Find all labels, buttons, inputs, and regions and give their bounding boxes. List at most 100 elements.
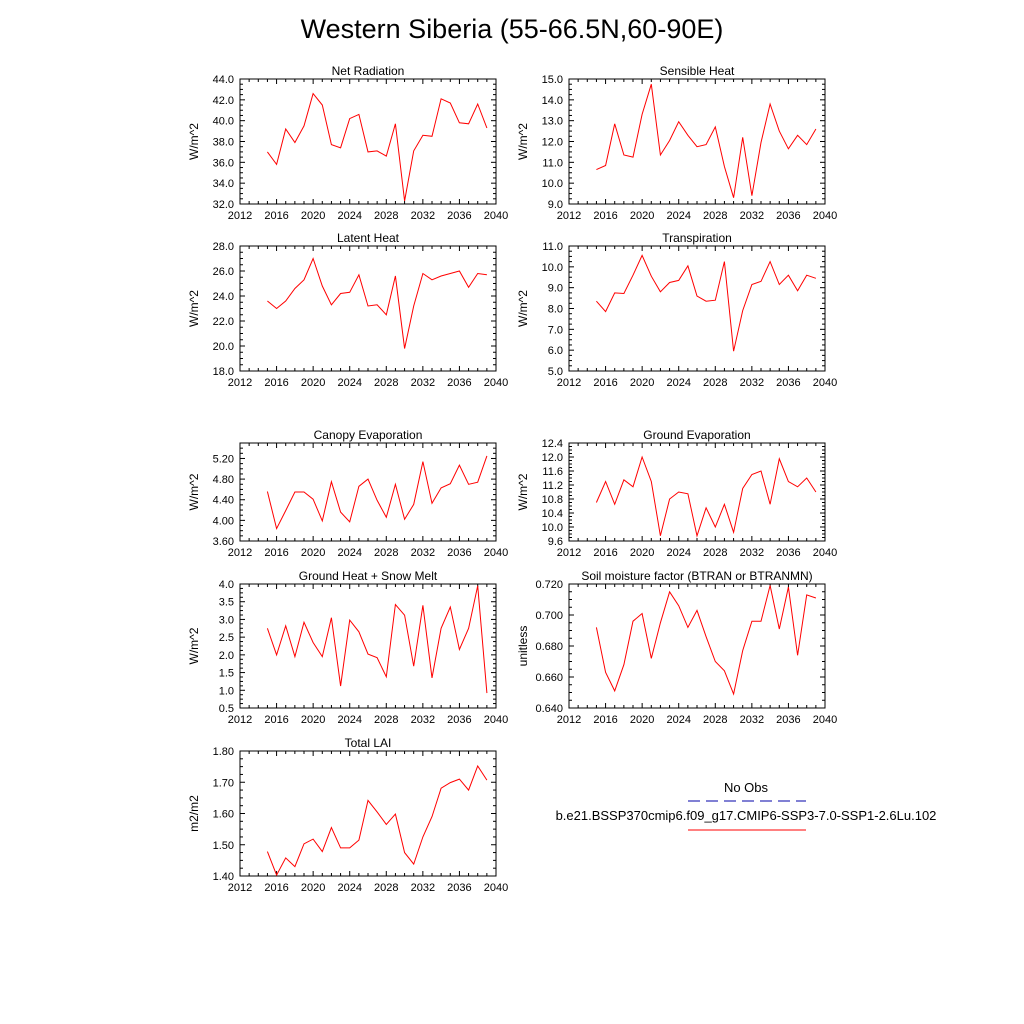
x-tick-label: 2028 — [374, 882, 398, 894]
x-tick-label: 2032 — [411, 882, 435, 894]
y-tick-label: 13.0 — [542, 116, 563, 128]
x-tick-label: 2028 — [703, 714, 727, 726]
x-tick-label: 2032 — [740, 547, 764, 559]
y-tick-label: 8.0 — [548, 304, 563, 316]
y-tick-label: 9.6 — [548, 536, 563, 548]
y-tick-label: 20.0 — [213, 341, 234, 353]
y-tick-label: 44.0 — [213, 74, 234, 86]
x-tick-label: 2012 — [557, 210, 581, 222]
y-axis-label: W/m^2 — [187, 123, 201, 160]
panel-2: Sensible Heat W/m^2 2012 2016 2020 2024 2028 20… — [516, 64, 837, 222]
x-tick-label: 2036 — [776, 210, 800, 222]
plot-frame — [239, 245, 497, 372]
y-tick-label: 0.720 — [535, 579, 563, 591]
x-tick-label: 2020 — [301, 210, 325, 222]
x-tick-label: 2032 — [411, 547, 435, 559]
panel-6: Ground Evaporation W/m^2 2012 2016 2020 2024 2… — [516, 428, 837, 559]
x-tick-label: 2016 — [593, 547, 617, 559]
x-tick-label: 2012 — [557, 377, 581, 389]
x-tick-label: 2040 — [484, 547, 508, 559]
x-tick-label: 2040 — [813, 714, 837, 726]
y-tick-label: 9.0 — [548, 283, 563, 295]
y-tick-label: 10.0 — [542, 522, 563, 534]
x-tick-label: 2020 — [301, 377, 325, 389]
y-tick-label: 1.70 — [213, 777, 234, 789]
series-line — [595, 455, 817, 538]
figure-title: Western Siberia (55-66.5N,60-90E) — [300, 14, 724, 44]
x-tick-label: 2036 — [447, 714, 471, 726]
y-tick-label: 3.0 — [219, 614, 234, 626]
y-tick-label: 15.0 — [542, 74, 563, 86]
y-tick-label: 3.5 — [219, 597, 234, 609]
panel-title: Transpiration — [662, 231, 732, 245]
plot-frame — [239, 583, 497, 709]
y-tick-label: 22.0 — [213, 316, 234, 328]
x-tick-label: 2040 — [484, 210, 508, 222]
panel-title: Sensible Heat — [660, 64, 735, 78]
x-tick-label: 2032 — [411, 714, 435, 726]
y-tick-label: 1.0 — [219, 685, 234, 697]
x-tick-label: 2016 — [593, 377, 617, 389]
x-tick-label: 2024 — [337, 377, 361, 389]
y-tick-label: 4.00 — [213, 515, 234, 527]
x-tick-label: 2020 — [630, 210, 654, 222]
x-tick-label: 2016 — [264, 547, 288, 559]
x-tick-label: 2012 — [557, 547, 581, 559]
panel-3: Latent Heat W/m^2 2012 2016 2020 2024 2028 2032… — [187, 231, 508, 389]
series-line — [266, 585, 488, 694]
x-tick-label: 2016 — [264, 714, 288, 726]
y-tick-label: 10.0 — [542, 262, 563, 274]
x-tick-label: 2012 — [557, 714, 581, 726]
y-tick-label: 3.60 — [213, 536, 234, 548]
x-tick-label: 2028 — [374, 377, 398, 389]
panel-1: Net Radiation W/m^2 2012 2016 2020 2024 2028 20… — [187, 64, 508, 222]
y-tick-label: 0.700 — [535, 610, 563, 622]
plot-frame — [568, 78, 826, 205]
y-tick-label: 7.0 — [548, 324, 563, 336]
x-tick-label: 2024 — [337, 882, 361, 894]
y-tick-label: 11.2 — [542, 480, 563, 492]
x-tick-label: 2016 — [593, 714, 617, 726]
series-line — [596, 84, 817, 198]
series-line — [595, 585, 817, 696]
y-tick-label: 0.640 — [535, 703, 563, 715]
y-tick-label: 24.0 — [213, 291, 234, 303]
x-tick-label: 2040 — [813, 547, 837, 559]
legend-obs-label: No Obs — [724, 780, 769, 795]
x-tick-label: 2028 — [374, 210, 398, 222]
x-tick-label: 2040 — [484, 882, 508, 894]
x-tick-label: 2020 — [630, 714, 654, 726]
y-axis-label: W/m^2 — [187, 290, 201, 327]
y-tick-label: 12.0 — [542, 452, 563, 464]
x-tick-label: 2036 — [447, 210, 471, 222]
y-tick-label: 38.0 — [213, 137, 234, 149]
x-tick-label: 2040 — [484, 714, 508, 726]
x-tick-label: 2016 — [264, 882, 288, 894]
y-tick-label: 42.0 — [213, 95, 234, 107]
x-tick-label: 2012 — [228, 714, 252, 726]
x-tick-label: 2020 — [301, 714, 325, 726]
panel-9: Total LAI m2/m2 2012 2016 2020 2024 2028 2032 20… — [187, 736, 508, 894]
y-tick-label: 5.0 — [548, 366, 563, 378]
panels-group: Net Radiation W/m^2 2012 2016 2020 2024 2028 20… — [187, 64, 837, 894]
y-tick-label: 11.6 — [542, 466, 563, 478]
x-tick-label: 2040 — [813, 377, 837, 389]
y-tick-label: 4.40 — [213, 495, 234, 507]
panel-title: Soil moisture factor (BTRAN or BTRANMN) — [581, 569, 812, 583]
x-tick-label: 2012 — [228, 210, 252, 222]
x-tick-label: 2012 — [228, 547, 252, 559]
panel-title: Canopy Evaporation — [314, 428, 423, 442]
y-tick-label: 10.8 — [542, 494, 563, 506]
y-axis-label: unitless — [516, 626, 530, 667]
x-tick-label: 2024 — [666, 210, 690, 222]
y-tick-label: 2.5 — [219, 632, 234, 644]
x-tick-label: 2032 — [411, 377, 435, 389]
panel-title: Latent Heat — [337, 231, 400, 245]
y-tick-label: 1.60 — [213, 809, 234, 821]
y-tick-label: 12.0 — [542, 137, 563, 149]
panel-title: Ground Heat + Snow Melt — [299, 569, 438, 583]
x-tick-label: 2032 — [740, 210, 764, 222]
panel-title: Ground Evaporation — [643, 428, 750, 442]
y-axis-label: W/m^2 — [516, 290, 530, 327]
